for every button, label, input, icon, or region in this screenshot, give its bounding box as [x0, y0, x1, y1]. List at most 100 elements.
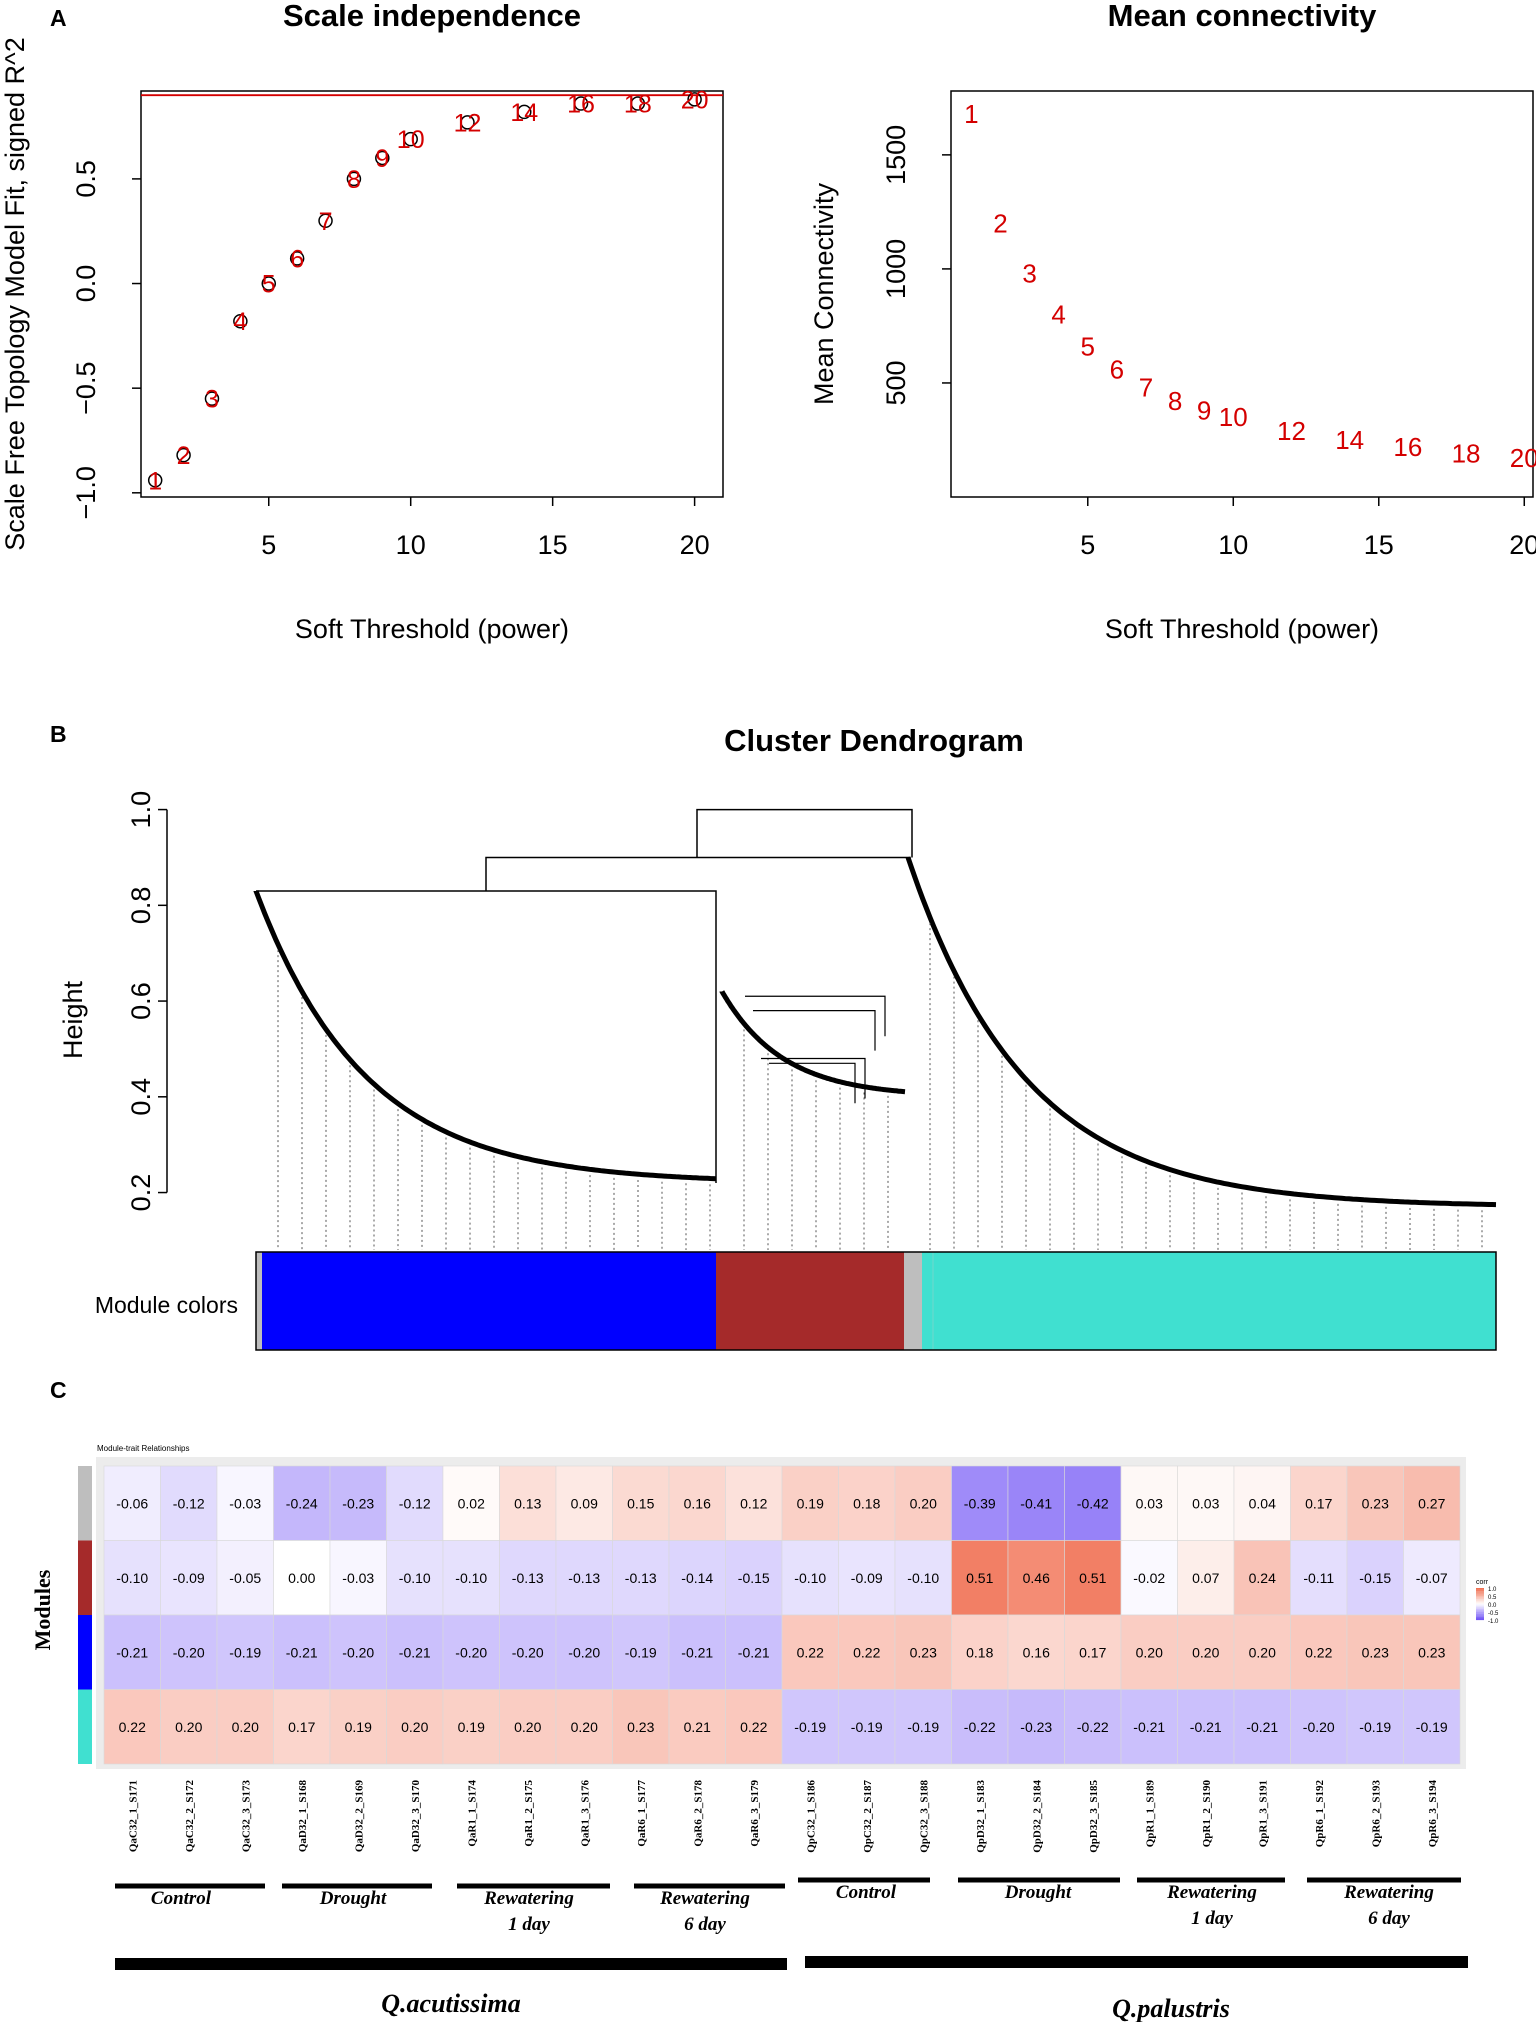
cell-value: -0.21	[1133, 1719, 1165, 1735]
point-label: 14	[1335, 425, 1364, 455]
y-tick-label: 0.2	[126, 1174, 156, 1212]
cell-value: -0.12	[399, 1495, 431, 1511]
module-segment	[922, 1252, 1496, 1350]
cell-value: 0.19	[458, 1719, 485, 1735]
data-point	[375, 150, 390, 166]
cell-value: 0.23	[1418, 1644, 1445, 1660]
y-tick-label: 0.4	[126, 1078, 156, 1116]
module-segment	[262, 1252, 716, 1350]
heatmap-cell	[160, 1540, 218, 1616]
y-tick-label: −1.0	[71, 466, 101, 519]
cell-value: 0.23	[910, 1644, 937, 1660]
module-segment	[904, 1252, 922, 1350]
sample-label: QaD32_2_S169	[353, 1780, 365, 1853]
sample-label: QpR1_3_S191	[1257, 1780, 1269, 1847]
sample-label: QpD32_3_S185	[1088, 1780, 1100, 1853]
point-label: 10	[397, 126, 425, 154]
heatmap-cell	[1177, 1540, 1235, 1616]
heatmap-module-colors	[78, 1466, 92, 1764]
heatmap-cell	[273, 1614, 331, 1690]
cell-value: 0.22	[797, 1644, 824, 1660]
scale-independence-title: Scale independence	[283, 0, 581, 33]
y-tick-label: −0.5	[71, 362, 101, 415]
heatmap-cell	[1177, 1465, 1235, 1541]
colorbar-swatch	[1476, 1618, 1484, 1621]
colorbar-swatch	[1476, 1599, 1484, 1601]
plot-frame	[140, 90, 724, 498]
group-label: Control	[836, 1882, 897, 1903]
cell-value: -0.14	[681, 1570, 713, 1586]
cell-value: 0.21	[684, 1719, 711, 1735]
data-point	[346, 171, 362, 187]
colorbar-tick: -0.5	[1488, 1611, 1499, 1617]
cell-value: -0.19	[794, 1719, 826, 1735]
cell-value: -0.20	[1303, 1719, 1335, 1735]
x-tick-label: 10	[396, 530, 426, 560]
sample-label: QaC32_2_S172	[184, 1780, 196, 1853]
species-label: Q.acutissima	[381, 1989, 520, 2018]
y-tick-label: 0.6	[126, 982, 156, 1020]
data-point	[573, 96, 589, 111]
sample-label: QaC32_1_S171	[127, 1780, 139, 1852]
cell-value: 0.24	[1249, 1570, 1276, 1586]
heatmap-cell	[442, 1540, 500, 1616]
point-label: 2	[993, 208, 1007, 238]
dendrogram-y-label: Height	[58, 980, 88, 1059]
cell-value: -0.15	[1359, 1570, 1391, 1586]
cell-value: 0.17	[1079, 1644, 1106, 1660]
heatmap-cell	[1007, 1614, 1065, 1690]
module-colors-label: Module colors	[95, 1292, 238, 1318]
y-tick-label: 0.0	[71, 265, 101, 303]
panel-c: C Module-trait Relationships Modules -0.…	[30, 1377, 1499, 2022]
cell-value: 0.16	[684, 1495, 711, 1511]
x-tick-label: 5	[1080, 530, 1095, 560]
x-tick-label: 20	[680, 530, 710, 560]
colorbar-swatch	[1476, 1588, 1484, 1590]
heatmap-cell	[216, 1689, 274, 1765]
sample-label: QaR6_2_S178	[692, 1780, 704, 1847]
heatmap-cell	[1120, 1689, 1178, 1765]
heatmap-title: Module-trait Relationships	[97, 1444, 190, 1453]
point-label: 18	[1452, 439, 1481, 469]
sample-label: QpR1_2_S190	[1201, 1780, 1213, 1848]
cell-value: 0.20	[175, 1719, 202, 1735]
cell-value: -0.05	[229, 1570, 261, 1586]
module-color-1	[78, 1540, 92, 1615]
cell-value: 0.18	[966, 1644, 993, 1660]
heatmap-cell	[555, 1689, 613, 1765]
heatmap-cell	[725, 1614, 783, 1690]
heatmap-cell	[386, 1614, 444, 1690]
y-tick-label: 1500	[881, 125, 911, 185]
cell-value: 0.20	[571, 1719, 598, 1735]
cell-value: 0.17	[1305, 1495, 1332, 1511]
point-label: 8	[347, 166, 361, 194]
heatmap-cell	[329, 1540, 387, 1616]
point-label: 6	[290, 245, 304, 273]
panel-b-label: B	[50, 721, 67, 747]
cell-value: 0.22	[119, 1719, 146, 1735]
cell-value: -0.42	[1077, 1495, 1109, 1511]
module-color-0	[78, 1466, 92, 1541]
heatmap-cell	[838, 1689, 896, 1765]
cell-value: -0.15	[738, 1570, 770, 1586]
cell-value: -0.22	[1077, 1719, 1109, 1735]
point-label: 9	[1197, 395, 1211, 425]
cell-value: 0.22	[1305, 1644, 1332, 1660]
cell-value: -0.19	[625, 1644, 657, 1660]
heatmap-cell	[781, 1465, 839, 1541]
sample-label: QaR6_1_S177	[636, 1780, 648, 1847]
data-point	[233, 313, 248, 329]
heatmap-cell	[273, 1465, 331, 1541]
cell-value: 0.03	[1136, 1495, 1163, 1511]
heatmap-cell	[1233, 1540, 1291, 1616]
point-label: 4	[1051, 300, 1065, 330]
sample-label: QaR1_2_S175	[523, 1780, 535, 1847]
module-colors-bar	[256, 1252, 1496, 1350]
mean-connectivity-title: Mean connectivity	[1108, 0, 1377, 33]
cluster-branch-blue	[253, 890, 717, 1182]
heatmap-cell	[1403, 1614, 1461, 1690]
heatmap-cell	[725, 1689, 783, 1765]
point-label: 1	[148, 467, 162, 495]
heatmap-cell	[499, 1540, 557, 1616]
